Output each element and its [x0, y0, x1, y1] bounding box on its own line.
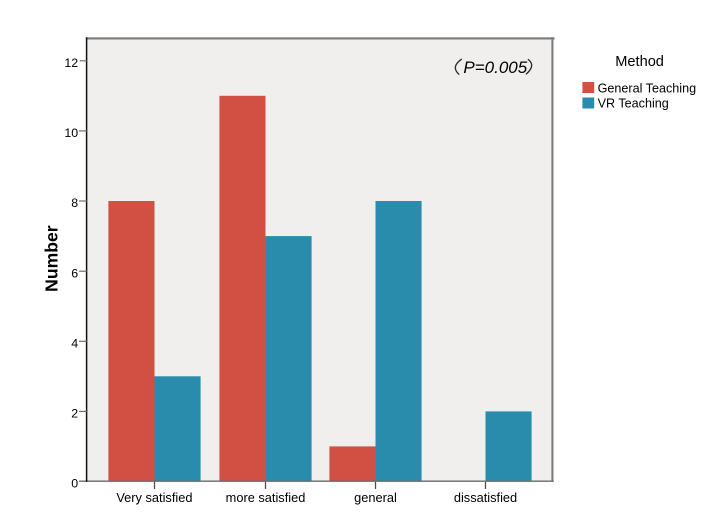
svg-text:4: 4 [71, 337, 78, 351]
svg-text:dissatisfied: dissatisfied [454, 490, 517, 505]
svg-text:12: 12 [64, 56, 78, 70]
svg-text:VR Teaching: VR Teaching [598, 97, 669, 111]
svg-text:P=0.005: P=0.005 [463, 58, 527, 77]
svg-text:2: 2 [71, 407, 78, 421]
svg-text:8: 8 [71, 196, 78, 210]
svg-text:0: 0 [71, 476, 78, 490]
svg-text:Method: Method [615, 54, 664, 70]
svg-text:Very satisfied: Very satisfied [116, 490, 192, 505]
svg-text:10: 10 [64, 126, 78, 140]
svg-text:general: general [354, 490, 397, 505]
svg-text:6: 6 [71, 266, 78, 280]
svg-text:more satisfied: more satisfied [226, 490, 306, 505]
svg-text:General Teaching: General Teaching [598, 81, 697, 95]
svg-text:Number: Number [42, 225, 62, 292]
